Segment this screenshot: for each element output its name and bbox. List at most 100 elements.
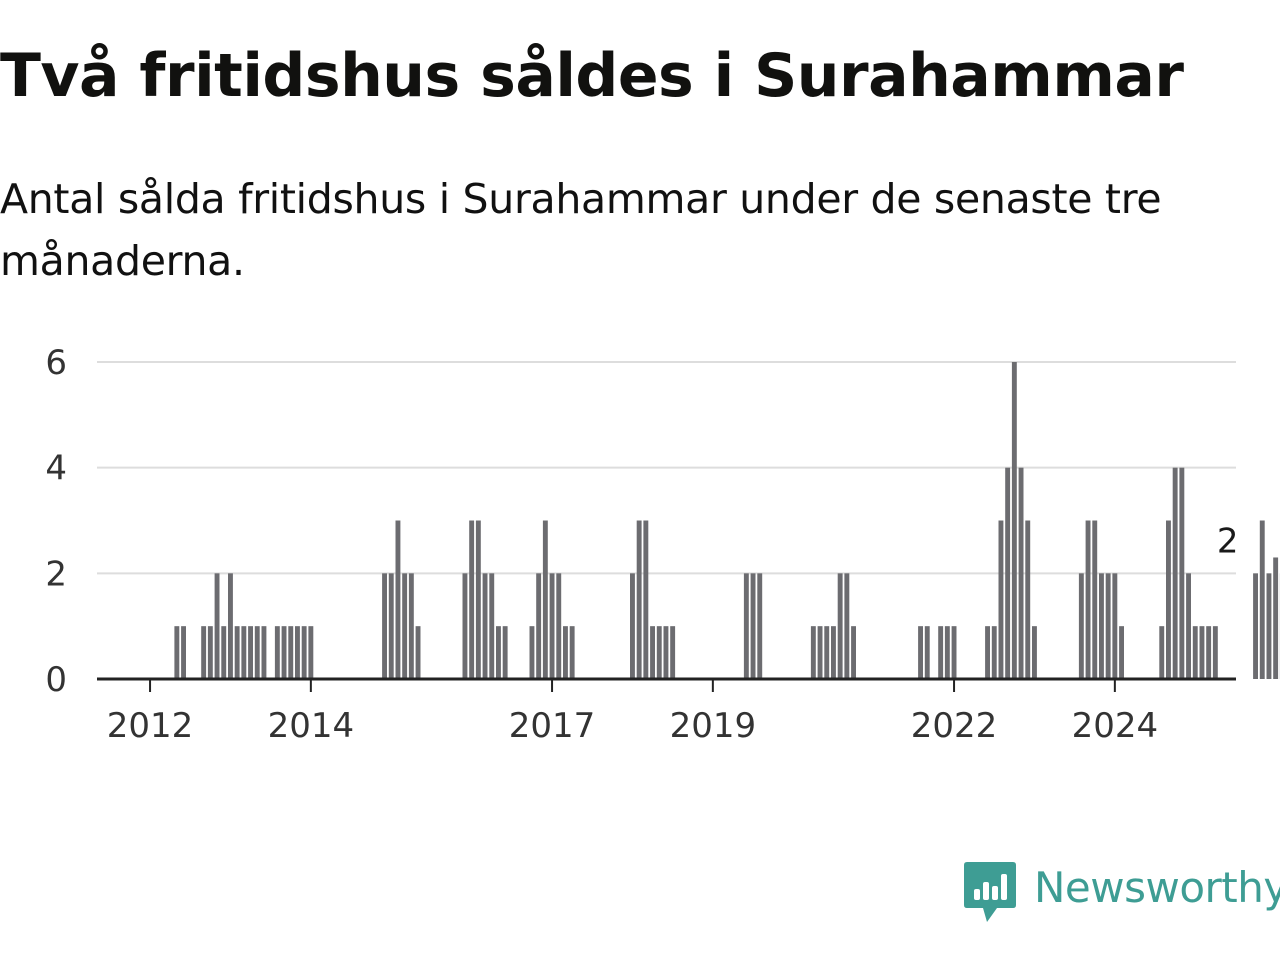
bar (221, 626, 227, 679)
bar (181, 626, 186, 679)
bar (650, 626, 655, 679)
bar (569, 626, 575, 679)
bar (944, 626, 950, 679)
x-tick-label: 2012 (107, 706, 194, 746)
labels: 0 2 4 6 2012 2014 2017 2019 2022 2024 2 (45, 343, 1238, 746)
bar (985, 626, 990, 679)
bar (281, 626, 287, 679)
bar (743, 573, 749, 679)
bar (938, 626, 944, 679)
bar (1206, 626, 1212, 679)
bar (1112, 573, 1118, 679)
brand-name: Newsworthy (1034, 863, 1280, 912)
bar (415, 626, 421, 679)
bar (643, 520, 649, 679)
bar (844, 573, 850, 679)
bar (1172, 467, 1178, 679)
brand-logo[interactable]: Newsworthy (964, 862, 1280, 928)
bar (831, 626, 836, 679)
bar (998, 520, 1004, 679)
bar (301, 626, 307, 679)
bar (489, 573, 495, 679)
bar (1025, 520, 1031, 679)
bar (295, 626, 300, 679)
bar (556, 573, 562, 679)
y-tick-label: 6 (45, 343, 67, 383)
bar (670, 626, 676, 679)
bar (214, 573, 220, 679)
data-label-latest: 2 (1217, 521, 1239, 561)
page-title: Två fritidshus såldes i Surahammar (0, 41, 1184, 111)
bar (1078, 573, 1084, 679)
bar (174, 626, 180, 679)
bar (241, 626, 247, 679)
bar (469, 520, 475, 679)
bar (261, 626, 267, 679)
chart-subtitle: Antal sålda fritidshus i Surahammar unde… (0, 175, 1162, 285)
bar (1005, 467, 1011, 679)
bar (408, 573, 414, 679)
bar (837, 573, 843, 679)
bar (1186, 573, 1191, 679)
bar (254, 626, 260, 679)
bar (924, 626, 930, 679)
bar (308, 626, 314, 679)
bar (228, 573, 233, 679)
bar (542, 520, 548, 679)
bar (502, 626, 508, 679)
y-tick-label: 0 (45, 660, 67, 700)
bar (1092, 520, 1098, 679)
bar (750, 573, 756, 679)
x-tick-label: 2022 (911, 706, 998, 746)
bar (951, 626, 957, 679)
bar (288, 626, 294, 679)
bar (475, 520, 481, 679)
bar (234, 626, 240, 679)
bars (174, 362, 1280, 679)
bar (757, 573, 763, 679)
bar (1273, 557, 1279, 679)
bar (918, 626, 923, 679)
bar (1105, 573, 1111, 679)
bar (817, 626, 823, 679)
y-tick-label: 2 (45, 554, 67, 594)
bar (991, 626, 997, 679)
bar (382, 573, 387, 679)
bar (248, 626, 253, 679)
bar (388, 573, 394, 679)
x-tick-label: 2024 (1072, 706, 1159, 746)
gridlines (97, 361, 1236, 575)
bar (636, 520, 642, 679)
bar (1199, 626, 1205, 679)
bar (549, 573, 555, 679)
bar (529, 626, 535, 679)
bar (824, 626, 830, 679)
bar (1212, 626, 1218, 679)
bar (1011, 362, 1017, 679)
bar (1159, 626, 1165, 679)
bar (482, 573, 488, 679)
bar (536, 573, 542, 679)
bar (563, 626, 568, 679)
bar (1099, 573, 1104, 679)
y-tick-label: 4 (45, 449, 67, 489)
bar (1266, 573, 1272, 679)
bar (630, 573, 635, 679)
bar (274, 626, 280, 679)
x-tick-label: 2017 (509, 706, 596, 746)
bar (1018, 467, 1024, 679)
bar (663, 626, 669, 679)
bar (1192, 626, 1198, 679)
bar (395, 520, 401, 679)
bar (201, 626, 207, 679)
axes (97, 677, 1236, 692)
bar (1032, 626, 1037, 679)
bar (1259, 520, 1265, 679)
newsworthy-logo-icon (964, 862, 1016, 922)
bar (462, 573, 468, 679)
x-tick-label: 2019 (670, 706, 757, 746)
bar (496, 626, 501, 679)
bar-chart: 0 2 4 6 2012 2014 2017 2019 2022 2024 2 (45, 343, 1280, 746)
bar (656, 626, 662, 679)
bar (1085, 520, 1091, 679)
